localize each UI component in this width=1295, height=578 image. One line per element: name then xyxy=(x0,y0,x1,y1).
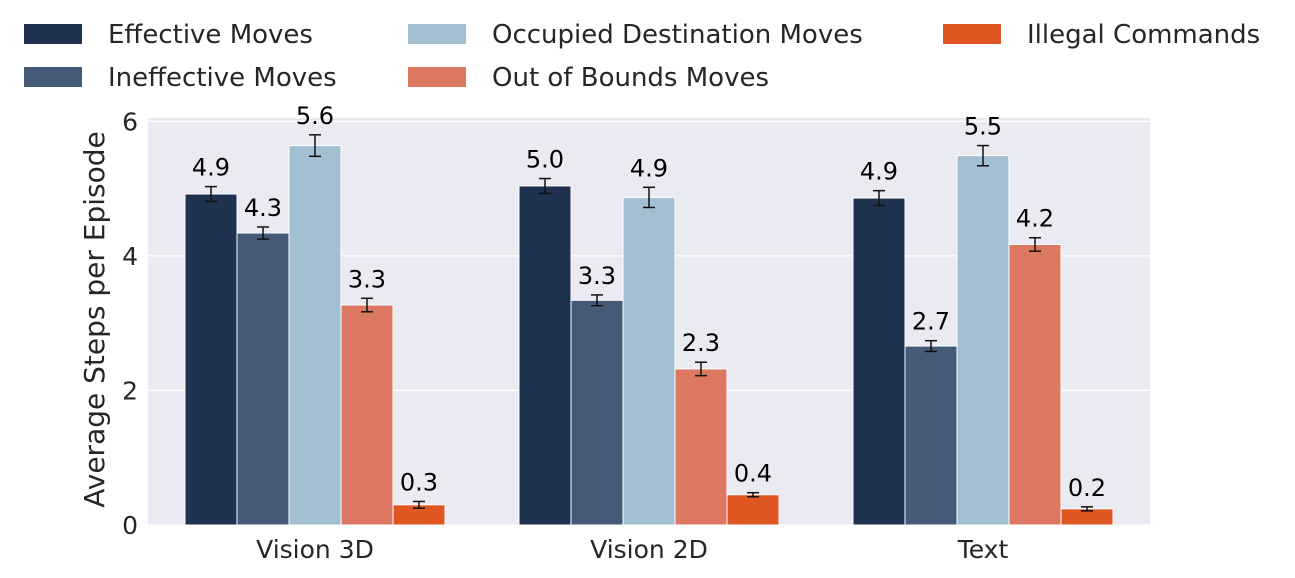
data-label: 0.3 xyxy=(400,468,438,496)
legend-swatch xyxy=(408,24,466,44)
bar xyxy=(726,494,780,526)
data-label: 4.2 xyxy=(1016,205,1054,233)
bar xyxy=(236,232,290,526)
x-tick-label: Vision 3D xyxy=(256,535,374,564)
bar xyxy=(518,185,572,526)
data-label: 0.4 xyxy=(734,460,772,488)
data-label: 4.9 xyxy=(630,154,668,182)
data-label: 3.3 xyxy=(578,262,616,290)
legend-swatch xyxy=(408,67,466,87)
bar xyxy=(904,345,958,526)
bar xyxy=(184,193,238,526)
legend-swatch xyxy=(943,24,1001,44)
bar xyxy=(852,197,906,526)
bar xyxy=(340,304,394,526)
data-label: 4.9 xyxy=(860,158,898,186)
x-tick-label: Text xyxy=(957,535,1009,564)
bar xyxy=(1008,243,1062,526)
y-tick-label: 2 xyxy=(122,376,138,405)
data-label: 3.3 xyxy=(348,265,386,293)
legend-label: Occupied Destination Moves xyxy=(492,20,863,50)
legend-label: Ineffective Moves xyxy=(108,63,337,93)
data-label: 5.5 xyxy=(964,113,1002,141)
bar xyxy=(622,196,676,526)
data-label: 5.6 xyxy=(296,102,334,130)
bar xyxy=(674,368,728,526)
y-tick-label: 6 xyxy=(122,107,138,136)
legend-label: Out of Bounds Moves xyxy=(492,63,769,93)
y-axis-label: Average Steps per Episode xyxy=(78,131,111,508)
data-label: 2.7 xyxy=(912,308,950,336)
legend-label: Illegal Commands xyxy=(1027,20,1260,50)
x-tick-label: Vision 2D xyxy=(590,535,708,564)
bar xyxy=(956,155,1010,526)
data-label: 4.9 xyxy=(192,154,230,182)
data-label: 0.2 xyxy=(1068,474,1106,502)
y-tick-label: 4 xyxy=(122,242,138,271)
legend-swatch xyxy=(24,24,82,44)
data-label: 4.3 xyxy=(244,194,282,222)
data-label: 2.3 xyxy=(682,329,720,357)
legend-swatch xyxy=(24,67,82,87)
data-label: 5.0 xyxy=(526,146,564,174)
bar xyxy=(570,299,624,526)
bar xyxy=(288,145,342,526)
y-tick-label: 0 xyxy=(122,511,138,540)
legend-label: Effective Moves xyxy=(108,20,313,50)
